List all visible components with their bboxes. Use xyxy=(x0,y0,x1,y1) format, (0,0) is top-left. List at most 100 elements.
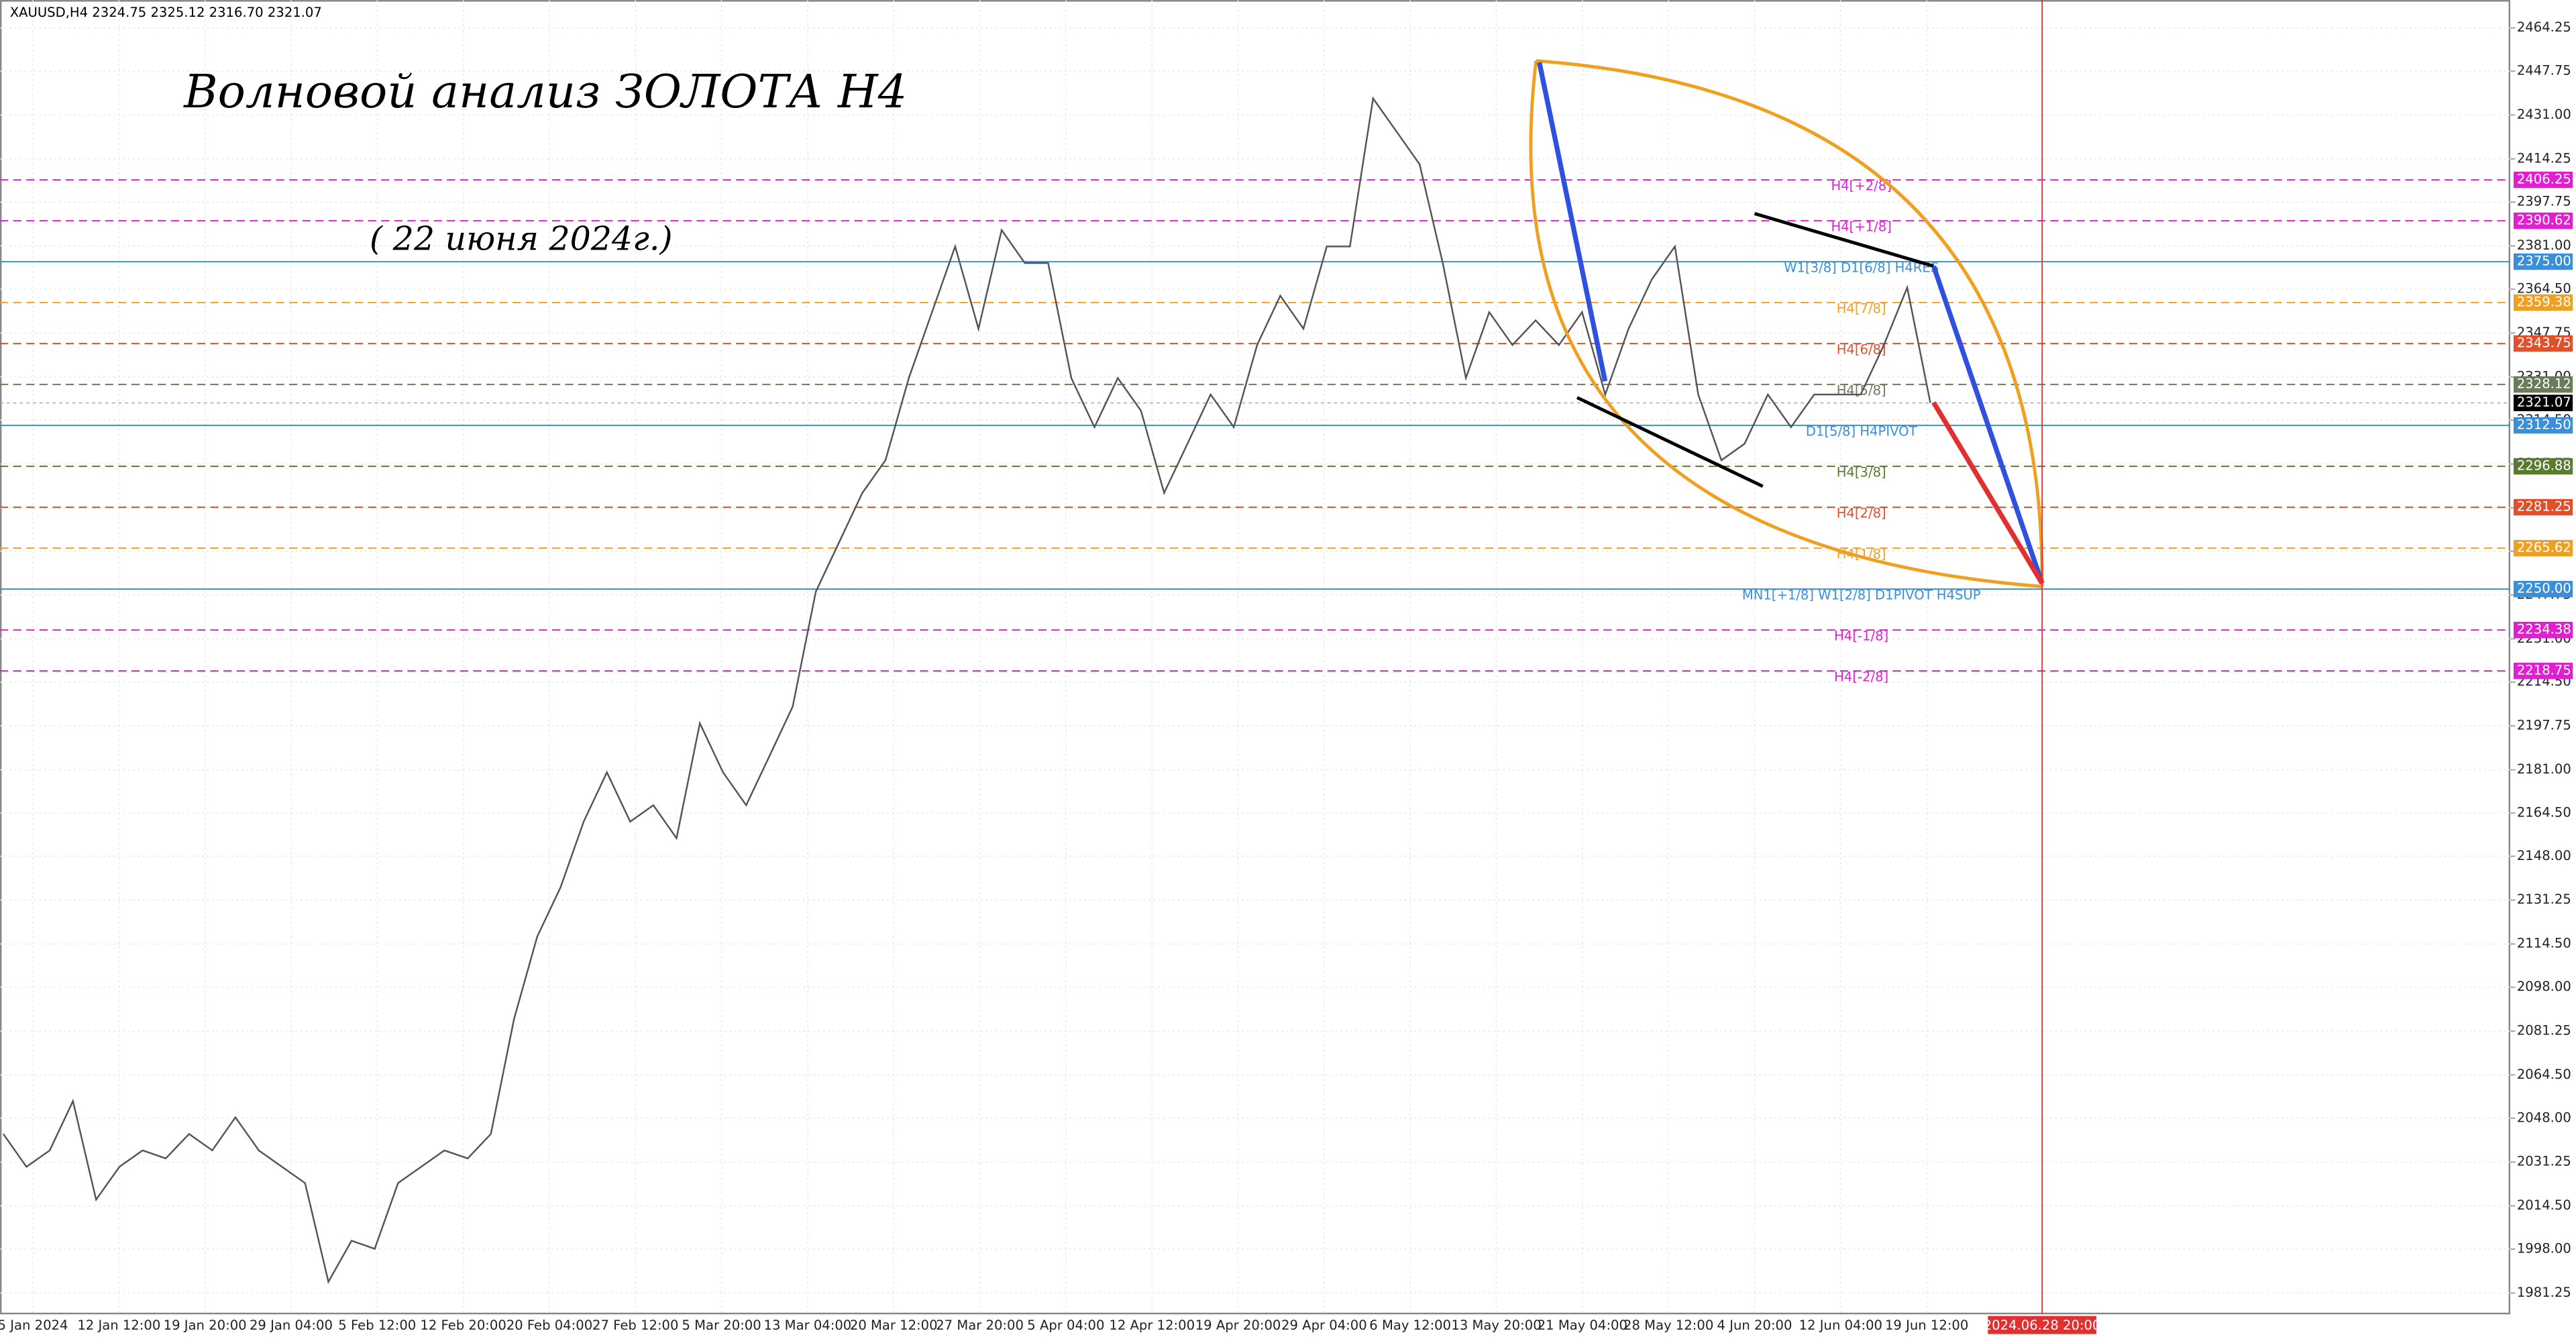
y-tick-label: 2148.00 xyxy=(2517,848,2571,863)
chart-title: Волновой анализ ЗОЛОТА H4 xyxy=(182,65,907,119)
y-tick-label: 2464.25 xyxy=(2517,19,2571,35)
level-name: H4[5/8] xyxy=(1837,382,1886,398)
y-tick-label: 2031.25 xyxy=(2517,1154,2571,1169)
x-tick-label: 29 Apr 04:00 xyxy=(1281,1318,1367,1333)
price-tag-label: 2359.38 xyxy=(2517,294,2571,310)
y-tick-label: 2014.50 xyxy=(2517,1197,2571,1213)
price-tag-label: 2218.75 xyxy=(2517,663,2571,678)
y-tick-label: 2114.50 xyxy=(2517,936,2571,951)
x-tick-label: 12 Jun 04:00 xyxy=(1799,1318,1882,1333)
x-tick-label: 4 Jun 20:00 xyxy=(1717,1318,1792,1333)
price-tag xyxy=(2513,580,2573,598)
arc-lower xyxy=(1529,60,2043,588)
price-tag xyxy=(2513,212,2573,229)
x-tick-label: 28 May 12:00 xyxy=(1623,1318,1713,1333)
level-name: H4[-1/8] xyxy=(1834,628,1888,643)
price-tag xyxy=(2513,417,2573,434)
header: XAUUSD,H4 2324.75 2325.12 2316.70 2321.0… xyxy=(10,5,322,20)
future-tag xyxy=(1988,1316,2096,1334)
level-name: W1[3/8] D1[6/8] H4RES xyxy=(1784,260,1939,275)
x-tick-label: 5 Mar 20:00 xyxy=(682,1318,761,1333)
x-tick-label: 19 Jan 20:00 xyxy=(164,1318,247,1333)
x-tick-label: 5 Apr 04:00 xyxy=(1027,1318,1104,1333)
price-tag xyxy=(2513,498,2573,516)
level-name: H4[-2/8] xyxy=(1834,669,1888,684)
x-tick-label: 6 May 12:00 xyxy=(1369,1318,1451,1333)
level-name: H4[6/8] xyxy=(1837,341,1886,357)
price-tag xyxy=(2513,621,2573,639)
x-tick-label: 20 Mar 12:00 xyxy=(850,1318,938,1333)
price-tag-label: 2343.75 xyxy=(2517,335,2571,351)
y-tick-label: 2397.75 xyxy=(2517,194,2571,209)
x-tick-label: 19 Apr 20:00 xyxy=(1195,1318,1281,1333)
y-tick-label: 2414.25 xyxy=(2517,150,2571,166)
level-name: D1[5/8] H4PIVOT xyxy=(1806,423,1918,439)
price-tag-label: 2234.38 xyxy=(2517,622,2571,637)
y-tick-label: 2164.50 xyxy=(2517,804,2571,820)
price-tag-label: 2375.00 xyxy=(2517,254,2571,269)
price-tag-label: 2406.25 xyxy=(2517,172,2571,187)
price-tag xyxy=(2513,458,2573,475)
x-tick-label: 5 Jan 2024 xyxy=(0,1318,68,1333)
future-label: 2024.06.28 20:00 xyxy=(1984,1318,2101,1333)
wave-line xyxy=(1931,265,2045,584)
chart-subtitle: ( 22 июня 2024г.) xyxy=(370,220,672,258)
level-name: H4[2/8] xyxy=(1837,505,1886,521)
price-tag-label: 2390.62 xyxy=(2517,213,2571,228)
y-tick-label: 2447.75 xyxy=(2517,63,2571,78)
y-tick-label: 2381.00 xyxy=(2517,237,2571,253)
y-tick-label: 2197.75 xyxy=(2517,718,2571,733)
x-tick-label: 19 Jun 12:00 xyxy=(1885,1318,1968,1333)
x-tick-label: 13 Mar 04:00 xyxy=(764,1318,852,1333)
y-tick-label: 2181.00 xyxy=(2517,761,2571,777)
price-tag xyxy=(2513,294,2573,311)
forecast-line xyxy=(1931,401,2045,585)
y-tick-label: 2064.50 xyxy=(2517,1067,2571,1082)
y-tick-label: 2364.50 xyxy=(2517,281,2571,297)
x-tick-label: 12 Feb 20:00 xyxy=(420,1318,506,1333)
y-tick-label: 1998.00 xyxy=(2517,1241,2571,1256)
x-tick-label: 5 Feb 12:00 xyxy=(338,1318,416,1333)
x-tick-label: 29 Jan 04:00 xyxy=(250,1318,333,1333)
price-tag-label: 2281.25 xyxy=(2517,499,2571,515)
price-tag xyxy=(2513,662,2573,680)
x-tick-label: 21 May 04:00 xyxy=(1538,1318,1627,1333)
y-tick-label: 2081.25 xyxy=(2517,1022,2571,1038)
price-tag xyxy=(2513,171,2573,189)
price-tag xyxy=(2513,539,2573,557)
arc-upper xyxy=(1536,59,2044,587)
y-tick-label: 2048.00 xyxy=(2517,1110,2571,1125)
level-name: H4[7/8] xyxy=(1837,301,1886,316)
x-tick-label: 12 Apr 12:00 xyxy=(1109,1318,1195,1333)
price-line xyxy=(2,96,1931,1285)
level-name: H4[1/8] xyxy=(1837,546,1886,561)
trend-line xyxy=(1754,212,1935,268)
price-tag-label: 2312.50 xyxy=(2517,417,2571,433)
x-tick-label: 27 Mar 20:00 xyxy=(936,1318,1024,1333)
trend-line xyxy=(1576,396,1764,488)
current-price-tag xyxy=(2513,394,2573,411)
wave-line xyxy=(1537,62,1608,382)
level-name: H4[+2/8] xyxy=(1831,178,1892,193)
x-tick-label: 20 Feb 04:00 xyxy=(506,1318,592,1333)
x-tick-label: 12 Jan 12:00 xyxy=(77,1318,160,1333)
plot-frame xyxy=(0,0,2511,1315)
y-tick-label: 1981.25 xyxy=(2517,1285,2571,1300)
x-tick-label: 27 Feb 12:00 xyxy=(592,1318,678,1333)
y-tick-label: 2131.25 xyxy=(2517,892,2571,907)
price-tag-label: 2328.12 xyxy=(2517,376,2571,392)
y-tick-label: 2431.00 xyxy=(2517,107,2571,122)
level-name: H4[3/8] xyxy=(1837,464,1886,480)
x-tick-label: 13 May 20:00 xyxy=(1451,1318,1541,1333)
level-name: H4[+1/8] xyxy=(1831,219,1892,234)
price-tag xyxy=(2513,335,2573,352)
price-tag xyxy=(2513,376,2573,393)
price-tag xyxy=(2513,253,2573,270)
price-tag-label: 2296.88 xyxy=(2517,458,2571,474)
y-tick-label: 2098.00 xyxy=(2517,979,2571,994)
level-name: MN1[+1/8] W1[2/8] D1PIVOT H4SUP xyxy=(1742,587,1981,602)
current-price-label: 2321.07 xyxy=(2517,394,2571,410)
